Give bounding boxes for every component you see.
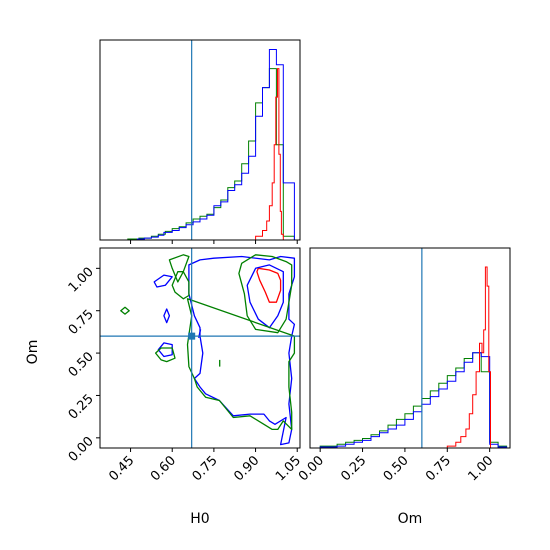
y-tick-label-Om-2: 0.50: [66, 349, 97, 380]
contour-blue-5: [157, 342, 173, 358]
x-tick-label-H0-0: 0.45: [106, 453, 137, 484]
contour-red-0: [256, 267, 282, 303]
y-tick-label-Om-4: 1.00: [66, 265, 97, 296]
x-tick-label-Om-1: 0.25: [338, 453, 369, 484]
frame-contour: [99, 247, 301, 449]
x-tick-label-H0-2: 0.75: [190, 453, 221, 484]
x-tick-label-Om-2: 0.50: [381, 453, 412, 484]
x-axis-label-Om: Om: [398, 511, 423, 527]
contour-green-7: [238, 254, 293, 334]
contour-blue-4: [163, 308, 171, 324]
y-tick-label-Om-3: 0.75: [66, 307, 97, 338]
contour-green-11: [120, 306, 130, 315]
y-tick-label-Om-1: 0.25: [66, 392, 97, 423]
hist-Om-blue-series: [319, 352, 508, 448]
contour-green-6: [168, 254, 190, 283]
contour-green-10: [154, 347, 176, 363]
x-tick-label-Om-4: 1.00: [465, 453, 496, 484]
contour-blue-2: [246, 264, 284, 329]
hist-H0-blue-series: [100, 49, 295, 240]
hist-H0-red-series: [255, 68, 284, 240]
hist-Om-red-series: [446, 266, 491, 448]
x-tick-label-H0-3: 0.90: [231, 453, 262, 484]
contour-blue-1: [188, 255, 296, 446]
hist-H0-green-series: [100, 68, 295, 240]
x-tick-label-H0-4: 1.05: [273, 453, 304, 484]
x-tick-label-H0-1: 0.60: [148, 453, 179, 484]
frame-hist-H0: [99, 39, 301, 241]
y-tick-label-Om-0: 0.00: [66, 434, 97, 465]
x-tick-label-Om-0: 0.00: [296, 453, 327, 484]
histogram-H0-panel: [99, 39, 301, 244]
x-tick-label-Om-3: 0.75: [423, 453, 454, 484]
contour-blue-3: [153, 274, 173, 288]
contour-green-9: [186, 298, 296, 431]
contour-H0-Om-panel: 0.45 0.60 0.75 0.90 1.05 0.00 0.25 0.50 0.75 1.00: [66, 247, 304, 484]
histogram-Om-panel: 0.00 0.25 0.50 0.75 1.00: [296, 247, 511, 484]
y-axis-label-Om: Om: [25, 340, 41, 365]
truth-marker: [188, 332, 196, 340]
contour-green-8: [171, 271, 190, 300]
x-axis-label-H0: H0: [190, 511, 209, 527]
frame-hist-Om: [309, 247, 511, 449]
hist-Om-green-series: [319, 352, 508, 448]
